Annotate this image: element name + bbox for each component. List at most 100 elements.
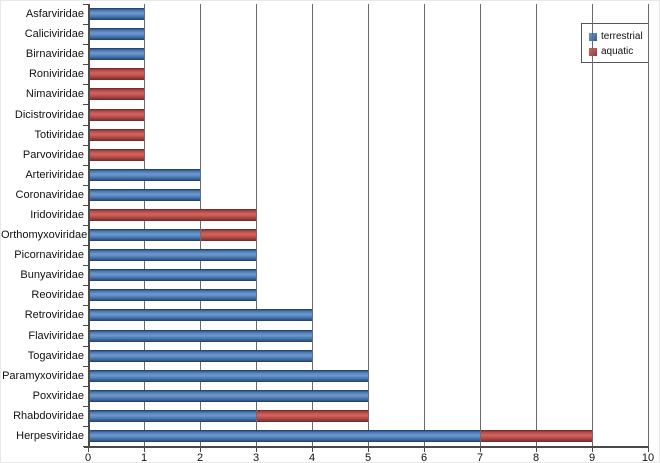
x-axis-tick [368, 448, 369, 452]
category-label: Paramyxoviridae [2, 369, 84, 382]
y-axis-tick [83, 225, 88, 226]
category-label: Reoviridae [31, 289, 84, 302]
category-label: Bunyaviridae [20, 269, 84, 282]
bar-terrestrial [89, 249, 256, 262]
y-axis-tick [83, 164, 88, 166]
x-tick-label: 4 [308, 452, 316, 463]
y-axis-tick [83, 285, 88, 287]
bar-aquatic [257, 409, 368, 422]
x-axis-tick [256, 448, 257, 452]
gridline [312, 4, 313, 446]
bar-terrestrial [89, 349, 312, 362]
bar-terrestrial [89, 309, 312, 322]
y-axis-tick [83, 184, 88, 186]
y-axis-tick [83, 124, 88, 126]
category-label: Birnaviridae [25, 48, 84, 61]
x-tick-label: 9 [588, 452, 596, 463]
bar-aquatic [89, 208, 256, 221]
category-label: Togaviridae [27, 349, 84, 362]
y-axis-tick [83, 84, 88, 86]
category-label: Herpesviridae [16, 429, 84, 442]
category-label: Asfarviridae [25, 8, 84, 21]
y-axis-tick [83, 265, 88, 267]
gridline [480, 4, 481, 446]
y-axis-tick [83, 325, 88, 327]
bar-terrestrial [89, 168, 200, 181]
gridline [536, 4, 537, 446]
bar-aquatic [89, 128, 144, 141]
category-label: Roniviridae [28, 68, 84, 81]
x-axis-tick [424, 448, 425, 452]
bar-terrestrial [89, 188, 200, 201]
category-label: Poxviridae [32, 389, 84, 402]
bar-terrestrial [89, 28, 144, 41]
bar-aquatic [89, 108, 144, 121]
category-label: Parvoviridae [22, 148, 84, 161]
y-axis-tick [83, 245, 88, 247]
x-axis-tick [592, 448, 593, 452]
category-label: Nimaviridae [25, 88, 84, 101]
category-label: Caliciviridae [24, 28, 84, 41]
x-tick-label: 3 [252, 452, 260, 463]
x-tick-label: 7 [476, 452, 484, 463]
x-axis-tick [648, 448, 649, 452]
bar-aquatic [89, 68, 144, 81]
y-axis-tick [83, 385, 88, 387]
x-tick-label: 2 [196, 452, 204, 463]
bar-terrestrial [89, 8, 144, 21]
y-axis-tick [83, 24, 88, 26]
legend-label-aquatic: aquatic [601, 46, 634, 57]
gridline [648, 4, 649, 446]
category-label: Totiviridae [34, 128, 84, 141]
legend-label-terrestrial: terrestrial [601, 31, 643, 42]
x-axis-tick [88, 448, 89, 452]
aquatic-swatch-icon [589, 47, 597, 56]
bar-terrestrial [89, 289, 256, 302]
x-axis-tick [480, 448, 481, 452]
category-label: Dicistroviridae [14, 108, 84, 121]
y-axis-tick [83, 64, 88, 66]
gridline [368, 4, 369, 446]
category-label: Coronaviridae [15, 188, 84, 201]
bar-terrestrial [89, 409, 256, 422]
category-label: Rhabdoviridae [13, 409, 84, 422]
x-tick-label: 5 [364, 452, 372, 463]
category-label: Orthomyxoviridae [1, 229, 88, 242]
x-axis-tick [144, 448, 145, 452]
bar-terrestrial [89, 389, 368, 402]
bar-terrestrial [89, 229, 200, 242]
x-tick-label: 6 [420, 452, 428, 463]
y-axis-tick [83, 204, 88, 206]
bar-terrestrial [89, 329, 312, 342]
gridline [256, 4, 257, 446]
y-axis-line [88, 4, 90, 446]
category-label: Iridoviridae [30, 208, 84, 221]
x-axis-tick [312, 448, 313, 452]
y-axis-tick [83, 405, 88, 407]
y-axis-tick [83, 345, 88, 347]
x-axis-line [84, 446, 649, 448]
x-tick-label: 10 [641, 452, 655, 463]
bar-terrestrial [89, 429, 480, 442]
x-tick-label: 0 [84, 452, 92, 463]
legend-item-terrestrial: terrestrial [589, 29, 648, 44]
gridline [144, 4, 145, 446]
y-axis-tick [83, 425, 88, 427]
x-tick-label: 8 [532, 452, 540, 463]
x-tick-label: 1 [140, 452, 148, 463]
y-axis-tick [83, 305, 88, 307]
y-axis-tick [83, 104, 88, 106]
bar-aquatic [201, 229, 256, 242]
gridline [592, 4, 593, 446]
category-label: Picornaviridae [14, 249, 84, 262]
y-axis-tick [83, 144, 88, 146]
legend-item-aquatic: aquatic [589, 44, 648, 59]
bar-aquatic [481, 429, 592, 442]
bar-terrestrial [89, 48, 144, 61]
y-axis-tick [83, 365, 88, 367]
bar-aquatic [89, 88, 144, 101]
y-axis-tick [83, 44, 88, 46]
bar-aquatic [89, 148, 144, 161]
x-axis-tick [536, 448, 537, 452]
